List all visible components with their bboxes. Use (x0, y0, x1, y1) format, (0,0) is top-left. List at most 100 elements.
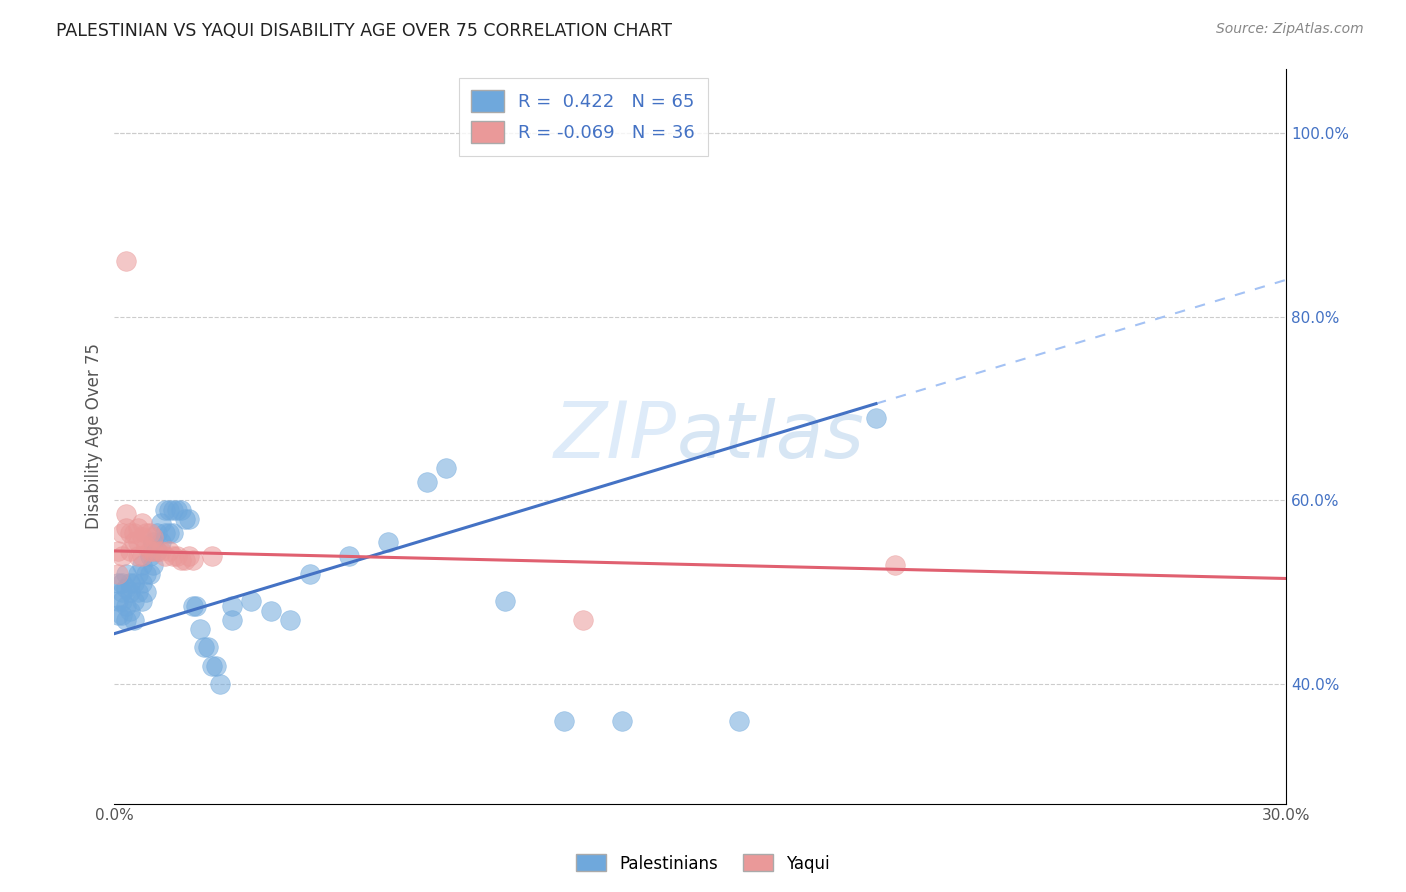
Point (135, 539, 157, 553)
Point (115, 521, 138, 535)
Point (173, 553, 195, 567)
Point (131, 576, 153, 591)
Point (118, 525, 141, 540)
Point (337, 549, 360, 563)
Point (135, 525, 157, 540)
Legend: R =  0.422   N = 65, R = -0.069   N = 36: R = 0.422 N = 65, R = -0.069 N = 36 (458, 78, 707, 156)
Point (115, 566, 138, 581)
Point (111, 576, 134, 591)
Point (122, 613, 145, 627)
Point (186, 599, 208, 613)
Point (153, 525, 176, 540)
Point (259, 604, 281, 618)
Point (221, 599, 243, 613)
Point (127, 585, 149, 599)
Point (131, 530, 153, 544)
Point (166, 502, 188, 516)
Point (111, 608, 134, 623)
Point (111, 594, 134, 608)
Point (416, 475, 439, 489)
Point (127, 521, 149, 535)
Point (162, 525, 184, 540)
Point (118, 585, 141, 599)
Text: PALESTINIAN VS YAQUI DISABILITY AGE OVER 75 CORRELATION CHART: PALESTINIAN VS YAQUI DISABILITY AGE OVER… (56, 22, 672, 40)
Point (142, 558, 165, 572)
Point (146, 525, 169, 540)
Point (111, 585, 134, 599)
Point (118, 604, 141, 618)
Point (107, 594, 129, 608)
Point (115, 581, 138, 595)
Point (157, 525, 180, 540)
Point (434, 461, 457, 475)
Point (208, 677, 231, 691)
Point (127, 549, 149, 563)
Point (118, 544, 141, 558)
Point (138, 525, 160, 540)
Point (131, 558, 153, 572)
Point (865, 410, 887, 425)
Point (107, 566, 129, 581)
Legend: Palestinians, Yaqui: Palestinians, Yaqui (569, 847, 837, 880)
Point (135, 566, 157, 581)
Point (494, 594, 516, 608)
Point (146, 544, 169, 558)
Point (107, 576, 129, 591)
Point (173, 512, 195, 526)
Point (193, 640, 215, 655)
Point (122, 594, 145, 608)
Point (122, 534, 145, 549)
Point (278, 613, 301, 627)
Point (146, 544, 169, 558)
Point (221, 613, 243, 627)
Point (142, 530, 165, 544)
Point (177, 549, 200, 563)
Point (205, 658, 228, 673)
Point (177, 512, 200, 526)
Point (240, 594, 263, 608)
Point (122, 525, 145, 540)
Point (884, 558, 907, 572)
Point (162, 549, 184, 563)
Point (150, 534, 173, 549)
Point (553, 714, 575, 728)
Point (115, 507, 138, 521)
Point (162, 502, 184, 516)
Point (127, 534, 149, 549)
Point (138, 544, 160, 558)
Point (170, 553, 193, 567)
Point (115, 254, 138, 268)
Point (181, 599, 204, 613)
Point (170, 502, 193, 516)
Point (166, 549, 188, 563)
Point (181, 553, 204, 567)
Point (138, 549, 160, 563)
Point (572, 613, 595, 627)
Point (201, 549, 224, 563)
Point (188, 622, 211, 636)
Point (131, 594, 153, 608)
Point (115, 613, 138, 627)
Point (115, 599, 138, 613)
Point (131, 549, 153, 563)
Point (377, 534, 399, 549)
Point (298, 566, 321, 581)
Text: atlas: atlas (676, 398, 865, 474)
Point (131, 516, 153, 531)
Point (107, 544, 129, 558)
Point (201, 658, 224, 673)
Point (197, 640, 219, 655)
Y-axis label: Disability Age Over 75: Disability Age Over 75 (86, 343, 103, 529)
Point (111, 525, 134, 540)
Text: ZIP: ZIP (554, 398, 676, 474)
Point (107, 608, 129, 623)
Point (728, 714, 751, 728)
Point (150, 516, 173, 531)
Point (122, 576, 145, 591)
Point (111, 549, 134, 563)
Point (153, 502, 176, 516)
Point (135, 585, 157, 599)
Point (610, 714, 633, 728)
Point (157, 544, 180, 558)
Text: Source: ZipAtlas.com: Source: ZipAtlas.com (1216, 22, 1364, 37)
